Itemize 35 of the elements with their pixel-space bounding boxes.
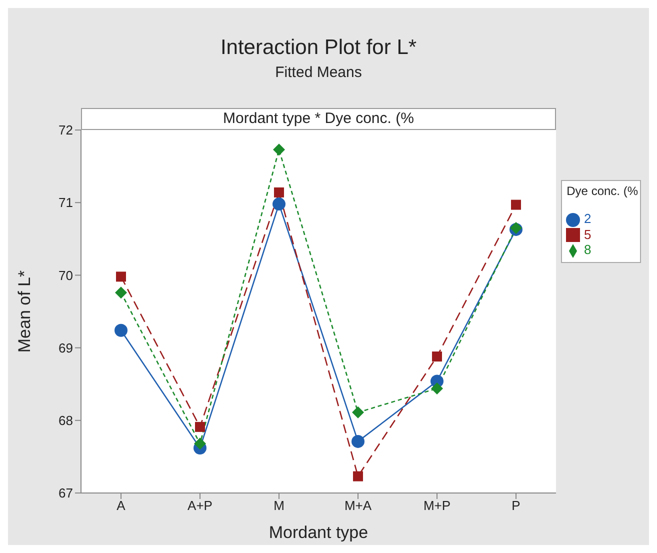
x-tick-label: M (274, 498, 284, 514)
y-tick-label: 68 (58, 413, 73, 428)
point (115, 286, 127, 299)
point (195, 422, 205, 432)
x-tick-label: M+A (344, 498, 372, 514)
point (352, 406, 364, 418)
point (274, 187, 284, 198)
legend-label: 2 (584, 211, 592, 226)
point (432, 352, 442, 362)
x-axis-title: Mordant type (268, 523, 368, 542)
x-tick-label: A (116, 498, 126, 514)
legend-title: Dye conc. (% (566, 184, 638, 198)
point (511, 200, 521, 210)
chart-subtitle: Fitted Means (274, 64, 363, 81)
y-tick-label: 69 (58, 340, 73, 356)
point (272, 198, 286, 211)
x-tick-label: A+P (188, 498, 212, 514)
x-tick-label: P (512, 498, 520, 514)
text: Mordant type * Dye conc. (% (81, 108, 556, 130)
point (114, 324, 128, 337)
y-tick-label: 70 (58, 268, 73, 283)
x-tick-label: M+P (423, 498, 451, 514)
y-tick-label: 67 (58, 486, 73, 501)
point (353, 471, 363, 482)
chart-title: Interaction Plot for L* (219, 36, 418, 60)
point (116, 272, 126, 282)
point (273, 144, 285, 156)
point (352, 434, 364, 448)
y-tick-label: 71 (58, 195, 73, 210)
point (431, 382, 443, 394)
legend-label: 5 (584, 226, 592, 242)
y-tick-label: 72 (58, 122, 73, 138)
point (194, 438, 206, 450)
legend-label: 8 (584, 242, 592, 258)
y-axis-title: Mean of L* (15, 270, 34, 353)
